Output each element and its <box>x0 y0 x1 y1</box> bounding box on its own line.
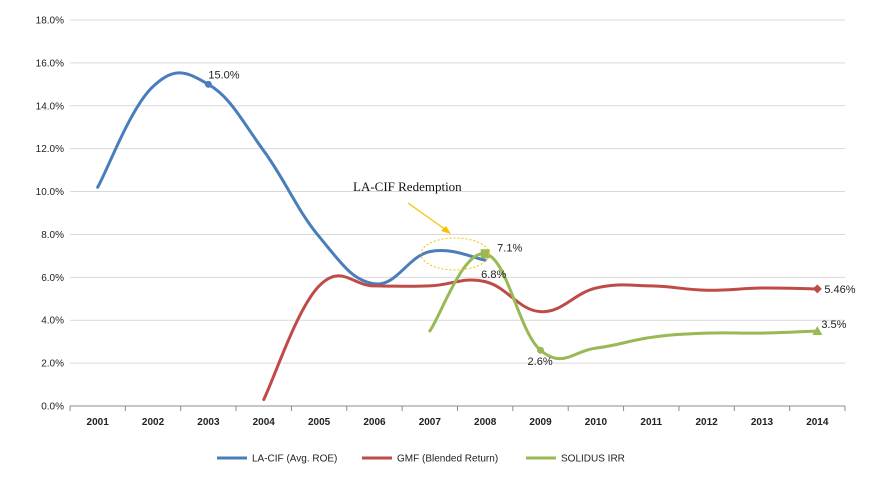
data-label: 15.0% <box>208 69 239 81</box>
x-tick-label: 2009 <box>529 417 552 428</box>
annotation: LA-CIF Redemption <box>353 179 490 271</box>
x-tick-label: 2008 <box>474 417 497 428</box>
data-label: 5.46% <box>824 284 855 296</box>
data-label: 7.1% <box>497 243 522 255</box>
x-tick-label: 2003 <box>197 417 220 428</box>
data-label: 3.5% <box>821 319 846 331</box>
annotation-ellipse <box>420 237 490 271</box>
series-line-2 <box>262 274 819 402</box>
data-label: 2.6% <box>528 356 553 368</box>
y-tick-label: 2.0% <box>41 359 64 370</box>
series-line-1 <box>96 71 487 286</box>
y-tick-label: 12.0% <box>36 144 64 155</box>
point-marker <box>204 80 212 88</box>
legend-label: SOLIDUS IRR <box>561 454 625 465</box>
y-tick-label: 14.0% <box>36 101 64 112</box>
data-label: 6.8% <box>481 269 506 281</box>
x-tick-label: 2004 <box>253 417 276 428</box>
x-tick-label: 2011 <box>640 417 662 428</box>
legend: LA-CIF (Avg. ROE) GMF (Blended Return) SOL… <box>217 454 625 465</box>
series-markers <box>204 80 823 354</box>
legend-label: LA-CIF (Avg. ROE) <box>252 454 337 465</box>
y-tick-label: 4.0% <box>41 316 64 327</box>
legend-label: GMF (Blended Return) <box>397 454 498 465</box>
annotation-arrow-line <box>407 202 447 231</box>
y-tick-label: 16.0% <box>36 58 64 69</box>
gridlines <box>70 19 845 364</box>
point-marker <box>812 284 822 294</box>
y-tick-label: 6.0% <box>41 273 64 284</box>
x-tick-label: 2014 <box>806 417 829 428</box>
y-tick-label: 8.0% <box>41 230 64 241</box>
series-lines <box>96 71 819 402</box>
x-tick-label: 2006 <box>363 417 386 428</box>
point-marker <box>812 325 823 335</box>
x-tick-label: 2005 <box>308 417 331 428</box>
annotation-arrowhead <box>441 226 451 234</box>
x-tick-label: 2013 <box>751 417 774 428</box>
x-tick-label: 2002 <box>142 417 165 428</box>
x-tick-label: 2012 <box>695 417 718 428</box>
x-tick-label: 2001 <box>87 417 110 428</box>
annotation-text: LA-CIF Redemption <box>353 179 462 194</box>
data-labels: 15.0% 6.8% 5.46% 7.1% 2.6% 3.5% <box>208 69 855 368</box>
axes: 0.0% 2.0% 4.0% 6.0% 8.0% 10.0% 12.0% 14.0% 16.0%… <box>36 16 846 428</box>
y-tick-label: 0.0% <box>41 402 64 413</box>
y-tick-label: 18.0% <box>36 16 64 27</box>
point-marker <box>537 346 545 354</box>
y-tick-label: 10.0% <box>36 187 64 198</box>
x-tick-label: 2010 <box>585 417 608 428</box>
point-marker <box>480 249 490 259</box>
x-tick-label: 2007 <box>419 417 442 428</box>
